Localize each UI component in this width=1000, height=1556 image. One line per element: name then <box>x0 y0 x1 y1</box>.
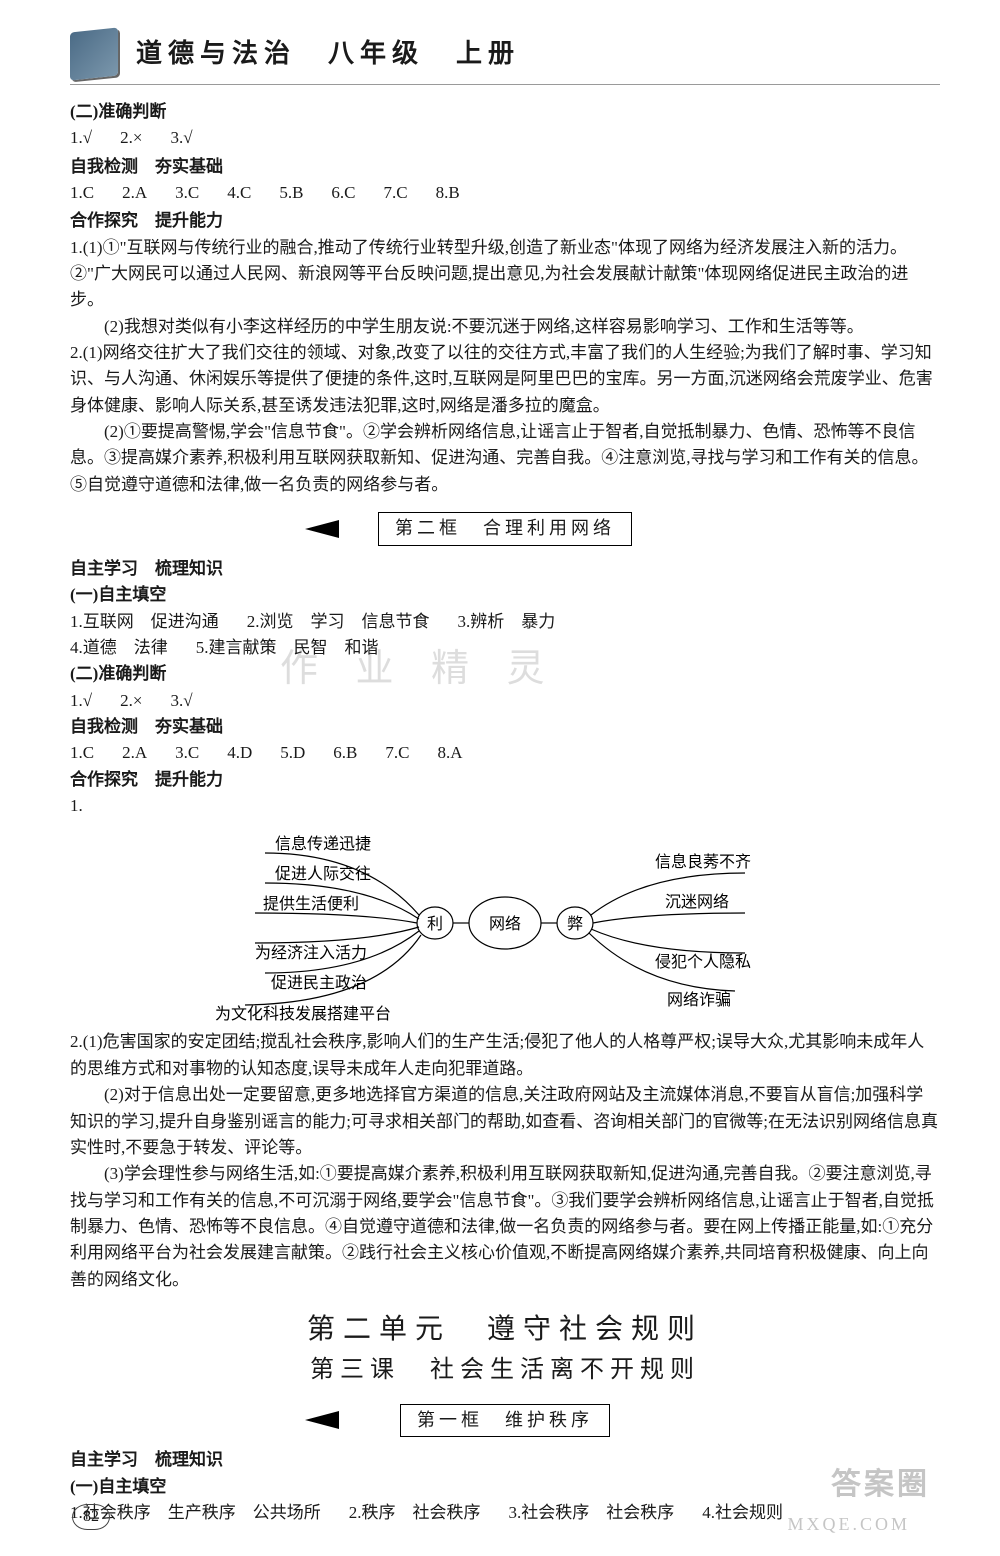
mc-item: 3.C <box>175 180 199 206</box>
page-number: 82 <box>72 1504 110 1531</box>
q1-label: 1. <box>70 793 940 819</box>
mindmap-right-item: 侵犯个人隐私 <box>655 953 751 971</box>
fill-items: 1.互联网 促进沟通 2.浏览 学习 信息节食 3.辨析 暴力 <box>70 609 940 635</box>
mc-item: 5.B <box>279 180 303 206</box>
mc-item: 2.A <box>122 740 147 766</box>
coop-title: 合作探究 提升能力 <box>70 208 940 234</box>
paragraph: 2.(1)网络交往扩大了我们交往的领域、对象,改变了以往的交往方式,丰富了我们的… <box>70 340 940 419</box>
book-logo-icon <box>70 27 118 80</box>
mc-item: 1.C <box>70 740 94 766</box>
mindmap-left-item: 提供生活便利 <box>263 895 359 913</box>
mindmap-left-item: 促进民主政治 <box>271 974 367 992</box>
paragraph: 2.(1)危害国家的安定团结;搅乱社会秩序,影响人们的生产生活;侵犯了他人的人格… <box>70 1029 940 1082</box>
mc-item: 8.B <box>436 180 460 206</box>
arrow-left-icon <box>305 520 339 538</box>
mindmap-li: 利 <box>427 915 443 933</box>
self-test-title: 自我检测 夯实基础 <box>70 154 940 180</box>
judge-title: (二)准确判断 <box>70 99 940 125</box>
fill-item: 3.辨析 暴力 <box>458 609 556 635</box>
fill-title: (一)自主填空 <box>70 582 940 608</box>
study-title: 自主学习 梳理知识 <box>70 1447 940 1473</box>
paragraph: (2)对于信息出处一定要留意,更多地选择官方渠道的信息,关注政府网站及主流媒体消… <box>70 1082 940 1161</box>
self-test-title: 自我检测 夯实基础 <box>70 714 940 740</box>
judge-items: 1.√ 2.× 3.√ <box>70 688 940 714</box>
mc-item: 7.C <box>385 740 409 766</box>
paragraph: (2)①要提高警惕,学会"信息节食"。②学会辨析网络信息,让谣言止于智者,自觉抵… <box>70 419 940 498</box>
mindmap-left-item: 信息传递迅捷 <box>275 835 371 853</box>
mc-item: 7.C <box>384 180 408 206</box>
fill-item: 4.道德 法律 <box>70 635 168 661</box>
corner-watermark: 答案圈 <box>831 1462 930 1509</box>
page-header: 道德与法治 八年级 上册 <box>70 30 940 85</box>
judge-item: 3.√ <box>170 125 192 151</box>
arrow-left-icon <box>305 1411 339 1429</box>
mindmap-right-item: 网络诈骗 <box>667 990 731 1009</box>
self-test-items: 1.C 2.A 3.C 4.D 5.D 6.B 7.C 8.A <box>70 740 940 766</box>
mc-item: 1.C <box>70 180 94 206</box>
fill-item: 5.建言献策 民智 和谐 <box>196 635 379 661</box>
mc-item: 5.D <box>280 740 305 766</box>
mc-item: 6.C <box>331 180 355 206</box>
fill-title: (一)自主填空 <box>70 1474 940 1500</box>
lesson-title: 第三课 社会生活离不开规则 <box>70 1352 940 1389</box>
mc-item: 2.A <box>122 180 147 206</box>
judge-item: 2.× <box>120 688 142 714</box>
frame-heading: 第一框 维护秩序 <box>70 1398 940 1444</box>
fill-item: 4.社会规则 <box>702 1500 783 1526</box>
mc-item: 6.B <box>333 740 357 766</box>
fill-item: 2.秩序 社会秩序 <box>349 1500 481 1526</box>
mindmap-left-item: 为经济注入活力 <box>255 944 367 962</box>
frame-heading: 第二框 合理利用网络 <box>70 506 940 552</box>
paragraph: 1.(1)①"互联网与传统行业的融合,推动了传统行业转型升级,创造了新业态"体现… <box>70 235 940 314</box>
fill-item: 2.浏览 学习 信息节食 <box>247 609 430 635</box>
judge-item: 1.√ <box>70 125 92 151</box>
study-title: 自主学习 梳理知识 <box>70 556 940 582</box>
frame-title: 第一框 维护秩序 <box>400 1404 610 1438</box>
mc-item: 8.A <box>437 740 462 766</box>
fill-items: 4.道德 法律 5.建言献策 民智 和谐 <box>70 635 940 661</box>
judge-item: 1.√ <box>70 688 92 714</box>
mindmap-right-item: 信息良莠不齐 <box>655 853 751 871</box>
mindmap-right-item: 沉迷网络 <box>665 892 729 911</box>
mindmap-diagram: 网络 利 弊 信息传递迅捷 促进人际交往 提供生活便利 为经济注入活力 促进民主… <box>185 823 825 1023</box>
paragraph: (2)我想对类似有小李这样经历的中学生朋友说:不要沉迷于网络,这样容易影响学习、… <box>70 314 940 340</box>
mindmap-left-item: 促进人际交往 <box>275 865 371 883</box>
coop-title: 合作探究 提升能力 <box>70 767 940 793</box>
corner-watermark-url: MXQE.COM <box>787 1511 910 1539</box>
mc-item: 4.D <box>227 740 252 766</box>
fill-item: 3.社会秩序 社会秩序 <box>509 1500 675 1526</box>
mc-item: 3.C <box>175 740 199 766</box>
mindmap-bi: 弊 <box>567 915 583 933</box>
judge-title: (二)准确判断 <box>70 661 940 687</box>
mc-item: 4.C <box>227 180 251 206</box>
mindmap-left-item: 为文化科技发展搭建平台 <box>215 1005 391 1023</box>
frame-title: 第二框 合理利用网络 <box>378 512 632 546</box>
self-test-items: 1.C 2.A 3.C 4.C 5.B 6.C 7.C 8.B <box>70 180 940 206</box>
mindmap-center: 网络 <box>489 914 521 933</box>
judge-items: 1.√ 2.× 3.√ <box>70 125 940 151</box>
fill-item: 1.互联网 促进沟通 <box>70 609 219 635</box>
judge-item: 2.× <box>120 125 142 151</box>
judge-item: 3.√ <box>170 688 192 714</box>
book-title: 道德与法治 八年级 上册 <box>136 34 520 74</box>
page: 道德与法治 八年级 上册 (二)准确判断 1.√ 2.× 3.√ 自我检测 夯实… <box>0 0 1000 1556</box>
paragraph: (3)学会理性参与网络生活,如:①要提高媒介素养,积极利用互联网获取新知,促进沟… <box>70 1161 940 1293</box>
unit-title: 第二单元 遵守社会规则 <box>70 1307 940 1350</box>
